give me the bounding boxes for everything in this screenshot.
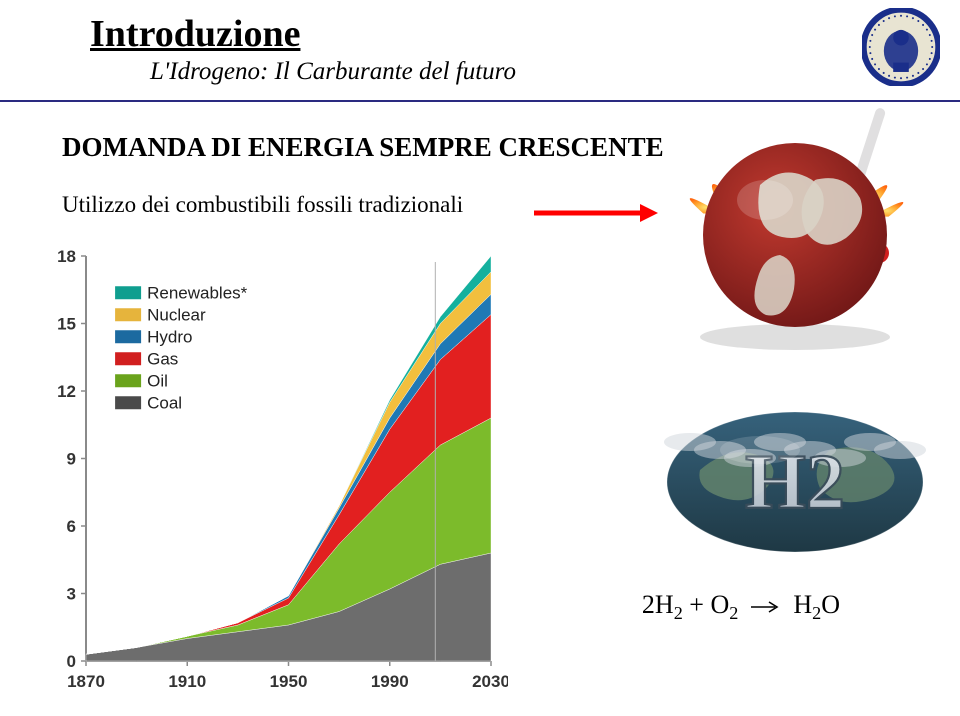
hydrogen-equation: 2H2 + O2 H2O bbox=[642, 590, 840, 624]
slide-header: Introduzione L'Idrogeno: Il Carburante d… bbox=[0, 0, 960, 86]
arrow-red-icon bbox=[530, 198, 660, 228]
svg-text:6: 6 bbox=[67, 517, 76, 536]
svg-text:18: 18 bbox=[57, 247, 76, 266]
svg-text:12: 12 bbox=[57, 382, 76, 401]
slide-subtitle: L'Idrogeno: Il Carburante del futuro bbox=[150, 58, 960, 86]
svg-text:Gas: Gas bbox=[147, 349, 178, 368]
university-logo bbox=[862, 8, 940, 86]
subhead-fossil-fuels: Utilizzo dei combustibili fossili tradiz… bbox=[62, 192, 463, 218]
svg-text:15: 15 bbox=[57, 315, 76, 334]
burning-earth-graphic bbox=[660, 85, 930, 355]
svg-text:2030: 2030 bbox=[472, 672, 508, 691]
svg-text:9: 9 bbox=[67, 450, 76, 469]
svg-text:1950: 1950 bbox=[270, 672, 308, 691]
equation-rhs: H2O bbox=[793, 590, 840, 619]
hydrogen-earth-graphic: H2 bbox=[660, 400, 930, 560]
svg-text:Hydro: Hydro bbox=[147, 327, 192, 346]
energy-sources-chart: 0 3 6 9 12 15 18 1870 1910 1950 1990 2030 Renewables… bbox=[38, 246, 508, 711]
headline-energy-demand: DOMANDA DI ENERGIA SEMPRE CRESCENTE bbox=[62, 132, 664, 163]
svg-text:1910: 1910 bbox=[168, 672, 206, 691]
reaction-arrow-icon bbox=[749, 599, 783, 615]
svg-text:Nuclear: Nuclear bbox=[147, 305, 206, 324]
equation-lhs: 2H2 + O2 bbox=[642, 590, 738, 619]
svg-text:Renewables*: Renewables* bbox=[147, 283, 248, 302]
svg-text:0: 0 bbox=[67, 652, 76, 671]
svg-text:1870: 1870 bbox=[67, 672, 105, 691]
svg-text:Coal: Coal bbox=[147, 393, 182, 412]
slide-title: Introduzione bbox=[90, 12, 960, 56]
svg-text:1990: 1990 bbox=[371, 672, 409, 691]
svg-text:Oil: Oil bbox=[147, 371, 168, 390]
svg-text:3: 3 bbox=[67, 585, 76, 604]
